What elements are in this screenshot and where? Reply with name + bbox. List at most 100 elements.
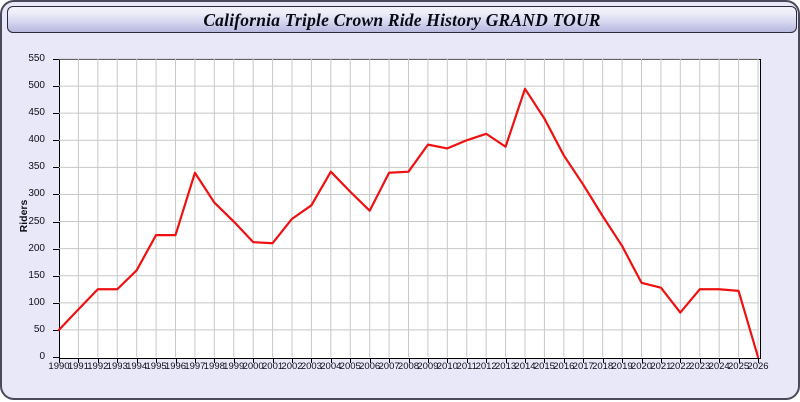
x-tick-label: 2010 (436, 361, 458, 372)
x-tick-mark (389, 358, 391, 363)
y-tick-mark (53, 248, 59, 250)
x-tick-label: 2012 (475, 361, 497, 372)
x-tick-mark (78, 358, 80, 363)
x-tick-mark (194, 358, 196, 363)
x-tick-mark (175, 358, 177, 363)
x-tick-label: 1994 (126, 361, 148, 372)
gridlines (59, 58, 759, 357)
data-series-group (57, 87, 760, 359)
y-tick-label: 350 (28, 161, 45, 173)
x-tick-mark (699, 358, 701, 363)
x-tick-label: 2016 (553, 361, 575, 372)
x-tick-label: 2006 (359, 361, 381, 372)
y-tick-label: 50 (33, 323, 45, 335)
chart-svg (57, 58, 760, 359)
x-tick-label: 1996 (164, 361, 187, 372)
x-tick-mark (680, 358, 682, 363)
y-tick-label: 500 (28, 80, 45, 92)
x-tick-mark (738, 358, 740, 363)
y-tick-mark (53, 140, 59, 142)
x-tick-label: 2000 (242, 361, 264, 372)
y-tick-label: 550 (28, 53, 45, 64)
x-tick-mark (311, 358, 313, 363)
x-tick-label: 2004 (320, 361, 342, 372)
x-tick-label: 2026 (747, 361, 769, 372)
y-tick-mark (53, 167, 59, 169)
x-tick-mark (563, 358, 565, 363)
x-tick-label: 2019 (611, 361, 633, 372)
x-tick-mark (97, 358, 99, 363)
x-tick-label: 2003 (300, 361, 322, 372)
x-tick-mark (214, 358, 216, 363)
chart-container: Riders 0 50 100 150 200 250 300 350 400 450 500 550… (2, 35, 800, 402)
x-tick-label: 2008 (397, 361, 420, 372)
x-tick-mark (427, 358, 429, 363)
x-tick-label: 1993 (106, 361, 128, 372)
x-tick-label: 2007 (378, 361, 400, 372)
x-tick-label: 2017 (572, 361, 594, 372)
x-tick-mark (156, 358, 158, 363)
x-tick-label: 2025 (728, 361, 750, 372)
y-tick-mark (53, 194, 59, 196)
x-tick-label: 2015 (533, 361, 555, 372)
y-tick-label: 150 (28, 269, 45, 281)
x-tick-label: 2014 (514, 361, 536, 372)
x-tick-mark (447, 358, 449, 363)
x-tick-label: 2011 (456, 361, 477, 372)
x-tick-mark (602, 358, 604, 363)
x-tick-mark (253, 358, 255, 363)
x-tick-label: 1990 (48, 361, 70, 372)
x-tick-mark (330, 358, 332, 363)
x-tick-mark (466, 358, 468, 363)
x-tick-label: 1997 (184, 361, 206, 372)
x-tick-label: 2009 (417, 361, 439, 372)
x-tick-label: 2002 (281, 361, 303, 372)
x-tick-label: 1998 (203, 361, 225, 372)
x-tick-mark (758, 358, 759, 363)
y-tick-mark (53, 357, 59, 358)
series-line (57, 87, 760, 359)
x-tick-mark (583, 358, 585, 363)
x-tick-label: 2024 (708, 361, 730, 372)
x-tick-mark (505, 358, 507, 363)
x-tick-label: 2020 (630, 361, 653, 372)
y-tick-label: 100 (28, 296, 45, 308)
x-tick-mark (719, 358, 721, 363)
y-tick-mark (53, 302, 59, 304)
x-tick-mark (59, 358, 60, 363)
x-tick-label: 2005 (339, 361, 361, 372)
x-tick-mark (544, 358, 546, 363)
y-tick-mark (53, 59, 59, 60)
x-tick-label: 1992 (87, 361, 109, 372)
x-tick-mark (641, 358, 643, 363)
y-tick-label: 450 (28, 107, 45, 119)
x-tick-mark (525, 358, 526, 363)
x-tick-mark (660, 358, 662, 363)
y-tick-mark (53, 86, 59, 88)
x-tick-label: 2023 (689, 361, 711, 372)
x-tick-mark (486, 358, 488, 363)
x-tick-label: 2021 (650, 361, 672, 372)
x-tick-label: 2001 (262, 361, 284, 372)
y-tick-mark (53, 113, 59, 115)
window-titlebar: California Triple Crown Ride History GRA… (7, 6, 797, 33)
y-tick-label: 250 (28, 215, 45, 227)
page-title: California Triple Crown Ride History GRA… (203, 10, 601, 30)
x-tick-mark (408, 358, 410, 363)
y-axis-ticks: 0 50 100 150 200 250 300 350 400 450 500 550 (2, 35, 59, 402)
y-tick-label: 200 (28, 242, 45, 254)
y-tick-mark (53, 221, 59, 223)
y-tick-mark (53, 329, 59, 331)
x-tick-mark (272, 358, 274, 363)
x-tick-mark (136, 358, 138, 363)
x-axis-ticks: 1990 1991 1992 1993 1994 1995 1996 1997 1998 1999… (2, 35, 800, 402)
x-tick-mark (622, 358, 624, 363)
x-tick-label: 1999 (223, 361, 245, 372)
y-tick-label: 300 (28, 188, 45, 200)
y-tick-label: 0 (39, 351, 45, 362)
x-tick-mark (233, 358, 235, 363)
x-tick-mark (350, 358, 352, 363)
x-tick-label: 2018 (592, 361, 614, 372)
y-tick-label: 400 (28, 134, 45, 146)
